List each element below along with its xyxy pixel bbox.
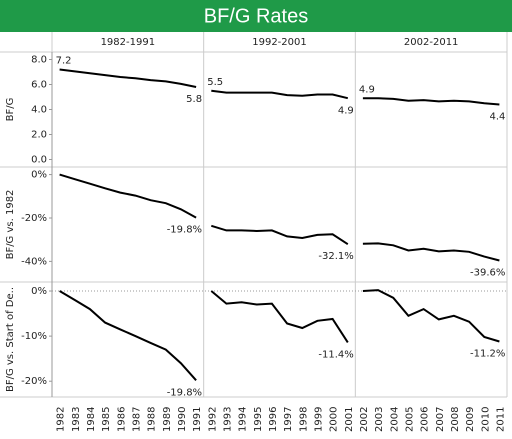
x-tick-label: 2004 — [389, 407, 400, 432]
y-tick-label: 0% — [31, 286, 47, 297]
chart-title: BF/G Rates — [204, 5, 308, 27]
x-tick-label: 1992 — [207, 407, 218, 432]
x-tick-label: 2006 — [420, 407, 431, 432]
x-tick-label: 2002 — [359, 407, 370, 432]
x-tick-label: 1997 — [283, 407, 294, 432]
data-label: 4.4 — [490, 112, 506, 123]
y-tick-label: -40% — [21, 256, 47, 267]
y-axis-label: BF/G — [5, 98, 16, 122]
y-tick-label: 4.0 — [31, 105, 47, 116]
x-tick-label: 2000 — [329, 407, 340, 432]
data-label: 5.8 — [186, 94, 202, 105]
line-series — [211, 89, 349, 100]
x-tick-label: 1993 — [222, 407, 233, 432]
line-series — [362, 97, 500, 106]
data-label: 4.9 — [338, 105, 354, 116]
x-tick-label: 2008 — [450, 407, 461, 432]
data-label: -11.2% — [470, 349, 505, 360]
line-series — [59, 173, 197, 219]
y-tick-label: 8.0 — [31, 55, 47, 66]
x-tick-label: 1984 — [86, 407, 97, 432]
data-label: -39.6% — [470, 268, 505, 279]
y-axis-label: BF/G vs. Start of De.. — [5, 287, 16, 392]
x-tick-label: 1990 — [177, 407, 188, 432]
data-label: 5.5 — [207, 77, 223, 88]
x-tick-label: 1998 — [298, 407, 309, 432]
x-tick-label: 1982 — [56, 407, 67, 432]
line-series — [210, 290, 349, 343]
x-tick-label: 1985 — [101, 407, 112, 432]
y-tick-label: -10% — [21, 331, 47, 342]
x-tick-label: 2011 — [495, 407, 506, 432]
column-header: 1982-1991 — [101, 37, 156, 48]
y-tick-label: -20% — [21, 213, 47, 224]
x-tick-label: 1995 — [253, 407, 264, 432]
x-tick-label: 1988 — [147, 407, 158, 432]
data-label: -32.1% — [318, 251, 353, 262]
x-tick-label: 1987 — [131, 407, 142, 432]
data-label: 7.2 — [56, 56, 72, 67]
y-tick-label: -20% — [21, 376, 47, 387]
y-tick-label: 0.0 — [31, 155, 47, 166]
x-tick-label: 1986 — [116, 407, 127, 432]
x-tick-label: 1994 — [238, 407, 249, 432]
x-tick-label: 1991 — [192, 407, 203, 432]
line-series — [211, 224, 349, 246]
title-bar — [0, 0, 512, 32]
x-tick-label: 2010 — [480, 407, 491, 432]
column-header: 1992-2001 — [252, 37, 307, 48]
x-tick-label: 2005 — [404, 407, 415, 432]
x-tick-label: 1989 — [162, 407, 173, 432]
y-tick-label: 2.0 — [31, 130, 47, 141]
x-tick-label: 2009 — [465, 407, 476, 432]
x-tick-label: 2001 — [344, 407, 355, 432]
data-label: -11.4% — [318, 349, 353, 360]
y-axis-label: BF/G vs. 1982 — [5, 190, 16, 260]
line-series — [362, 242, 500, 262]
line-series — [59, 68, 197, 88]
x-tick-label: 1999 — [313, 407, 324, 432]
x-tick-label: 2003 — [374, 407, 385, 432]
y-tick-label: 6.0 — [31, 80, 47, 91]
x-tick-label: 2007 — [435, 407, 446, 432]
y-tick-label: 0% — [31, 170, 47, 181]
line-series — [59, 290, 197, 381]
data-label: -19.8% — [167, 225, 202, 236]
data-label: -19.8% — [167, 387, 202, 398]
column-header: 2002-2011 — [404, 37, 459, 48]
x-tick-label: 1996 — [268, 407, 279, 432]
data-label: 4.9 — [359, 84, 375, 95]
x-tick-label: 1983 — [71, 407, 82, 432]
line-series — [362, 289, 500, 343]
